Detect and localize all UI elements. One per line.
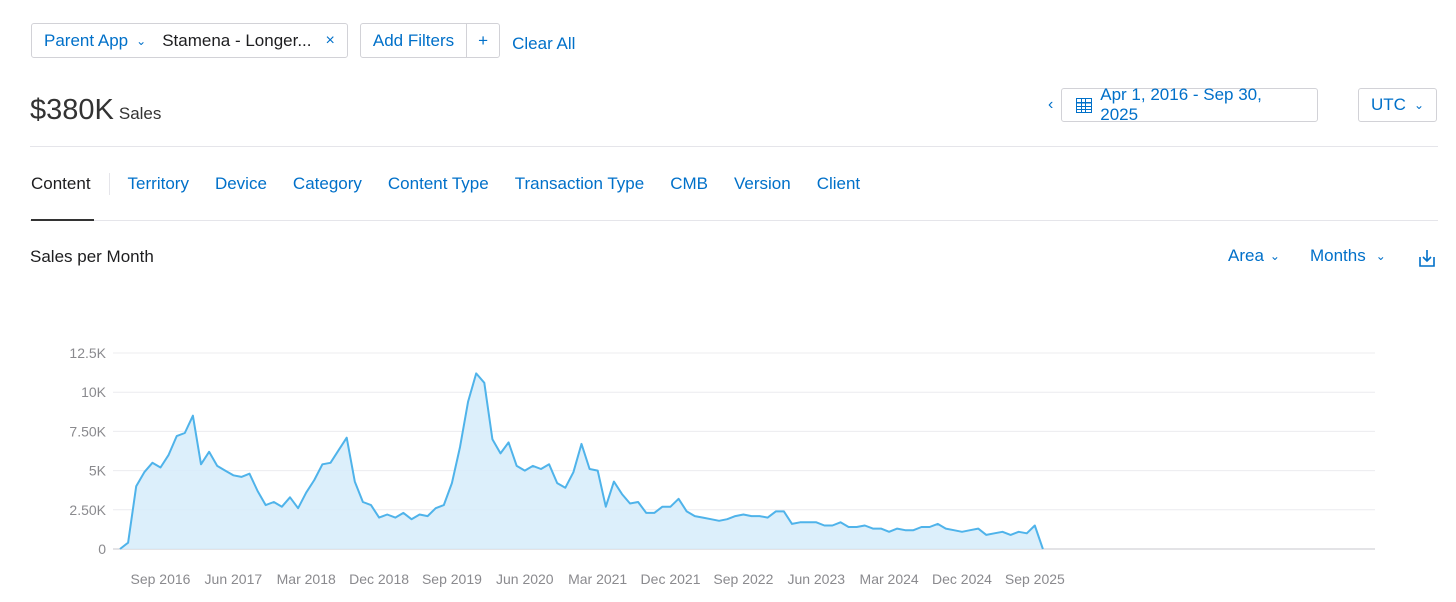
- tab-category[interactable]: Category: [292, 174, 362, 193]
- sales-total-amount: $380K: [30, 94, 114, 126]
- sales-area-chart: 0 2.50K 5K 7.50K 10K 12.5K Sep 2016 Jun 2017 Mar…: [69, 345, 1375, 587]
- chevron-left-icon[interactable]: ‹: [1048, 96, 1054, 113]
- divider: [30, 146, 1438, 147]
- x-tick-label: Sep 2025: [1005, 571, 1065, 587]
- tab-separator: [108, 173, 110, 195]
- x-tick-label: Dec 2024: [932, 571, 992, 587]
- tab-version[interactable]: Version: [733, 174, 791, 193]
- x-tick-label: Jun 2023: [787, 571, 845, 587]
- add-filters-button[interactable]: Add Filters +: [359, 23, 501, 58]
- date-range-label: Apr 1, 2016 - Sep 30, 2025: [1100, 85, 1262, 124]
- y-tick-label: 5K: [89, 463, 107, 479]
- x-tick-label: Dec 2018: [349, 571, 409, 587]
- parent-app-filter[interactable]: Parent App ⌄ Stamena - Longer... ×: [31, 23, 348, 58]
- chevron-down-icon[interactable]: ⌄: [136, 33, 147, 48]
- tab-client[interactable]: Client: [816, 174, 861, 193]
- tab-transaction-type[interactable]: Transaction Type: [514, 174, 645, 193]
- x-tick-label: Jun 2020: [496, 571, 554, 587]
- y-tick-label: 0: [98, 541, 106, 557]
- timezone-select[interactable]: UTC ⌄: [1358, 88, 1437, 122]
- download-icon[interactable]: [1419, 249, 1435, 267]
- plus-icon[interactable]: +: [478, 30, 489, 50]
- x-tick-label: Sep 2019: [422, 571, 482, 587]
- timezone-label: UTC: [1371, 95, 1406, 114]
- chevron-down-icon: ⌄: [1269, 249, 1280, 263]
- x-tick-label: Mar 2018: [277, 571, 336, 587]
- dimension-tabs: Content Territory Device Category Conten…: [31, 172, 886, 196]
- chart-type-label: Area: [1228, 246, 1264, 265]
- sales-series-line: [119, 372, 1044, 550]
- active-tab-indicator: [31, 219, 94, 221]
- y-tick-label: 10K: [81, 384, 107, 400]
- chart-title: Sales per Month: [30, 247, 154, 266]
- parent-app-filter-value: Stamena - Longer...: [162, 30, 312, 50]
- x-tick-label: Mar 2024: [860, 571, 919, 587]
- sales-total: $380K Sales: [30, 94, 161, 127]
- period-dropdown[interactable]: Months ⌄: [1310, 246, 1386, 266]
- close-icon[interactable]: ×: [325, 31, 335, 49]
- x-tick-label: Jun 2017: [205, 571, 263, 587]
- chevron-down-icon: ⌄: [1413, 98, 1425, 112]
- x-tick-label: Sep 2022: [713, 571, 773, 587]
- tab-cmb[interactable]: CMB: [670, 174, 708, 193]
- sales-total-label: Sales: [118, 104, 162, 123]
- y-tick-label: 12.5K: [69, 345, 106, 361]
- calendar-icon: [1076, 97, 1093, 113]
- x-tick-label: Sep 2016: [131, 571, 191, 587]
- add-filters-label[interactable]: Add Filters: [361, 24, 468, 57]
- period-label: Months: [1309, 246, 1366, 265]
- sales-area-fill: [120, 373, 1043, 549]
- date-range-picker[interactable]: Apr 1, 2016 - Sep 30, 2025: [1061, 85, 1319, 124]
- tab-device[interactable]: Device: [214, 174, 267, 193]
- chart-type-dropdown[interactable]: Area ⌄: [1228, 246, 1280, 266]
- y-tick-label: 2.50K: [69, 502, 106, 518]
- tabs-divider: [30, 220, 1438, 221]
- tab-content-type[interactable]: Content Type: [387, 174, 489, 193]
- chart-controls: Area ⌄ Months ⌄: [1228, 246, 1386, 266]
- tab-territory[interactable]: Territory: [127, 174, 189, 193]
- clear-all-link[interactable]: Clear All: [512, 33, 576, 53]
- date-range-nav: ‹ Apr 1, 2016 - Sep 30, 2025: [1048, 85, 1319, 124]
- x-tick-label: Mar 2021: [568, 571, 627, 587]
- chevron-down-icon: ⌄: [1375, 249, 1386, 263]
- y-tick-label: 7.50K: [69, 423, 106, 439]
- x-tick-label: Dec 2021: [641, 571, 701, 587]
- filter-bar: Parent App ⌄ Stamena - Longer... × Add F…: [31, 23, 575, 58]
- tab-content[interactable]: Content: [31, 174, 91, 193]
- parent-app-filter-key[interactable]: Parent App: [44, 30, 129, 50]
